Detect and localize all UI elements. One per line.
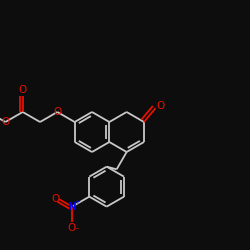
Text: N: N <box>68 202 76 212</box>
Text: O: O <box>51 194 59 204</box>
Text: -: - <box>76 224 78 233</box>
Text: +: + <box>74 199 80 205</box>
Text: O: O <box>156 101 165 111</box>
Text: O: O <box>53 107 62 117</box>
Text: O: O <box>1 117 10 127</box>
Text: O: O <box>68 223 76 233</box>
Text: O: O <box>18 85 27 95</box>
